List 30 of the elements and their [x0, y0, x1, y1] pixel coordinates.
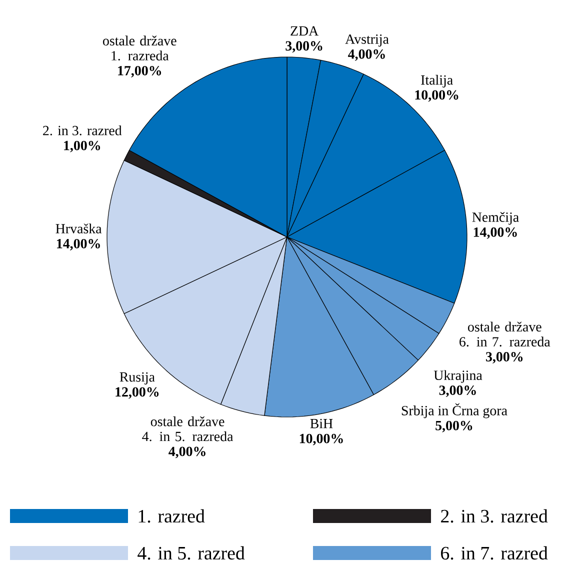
slice-label: ostale države 6. in 7. razreda [460, 322, 550, 347]
data-label: 17,00% [118, 66, 162, 78]
slice-label: Ukrajina [434, 370, 482, 383]
data-label: 10,00% [300, 434, 343, 446]
slice-label: Srbija in Črna gora [402, 403, 508, 418]
data-label: 3,00% [439, 386, 476, 397]
text: 6. in 7. razred [441, 546, 548, 560]
data-label: 10,00% [415, 90, 458, 102]
slice-label: Avstrija [345, 34, 389, 47]
data-label: 5,00% [436, 420, 472, 432]
data-label: 12,00% [116, 387, 159, 399]
slice-label: BiH [310, 418, 333, 428]
data-label: 1,00% [64, 140, 100, 152]
slice-label: 2. in 3. razred [43, 125, 122, 136]
slice-label: ZDA [290, 26, 319, 36]
slice-label: ostale države 1. razreda [103, 36, 176, 61]
slice-label: Hrvaška [56, 224, 102, 234]
slice-label: Rusija [120, 372, 155, 385]
slice-label: Nemčija [472, 212, 519, 225]
text: 4. in 5. razred [138, 546, 245, 560]
text: 1. razred [138, 509, 205, 523]
data-label: 3,00% [486, 352, 523, 364]
data-label: 4,00% [168, 446, 206, 458]
slice-label: Italija [421, 74, 453, 88]
data-label: 3,00% [286, 41, 322, 53]
data-label: 14,00% [57, 238, 100, 250]
data-label: 4,00% [348, 49, 385, 61]
slice-label: ostale države 4. in 5. razreda [142, 416, 234, 442]
data-label: 14,00% [474, 227, 517, 239]
text: 2. in 3. razred [441, 509, 548, 523]
